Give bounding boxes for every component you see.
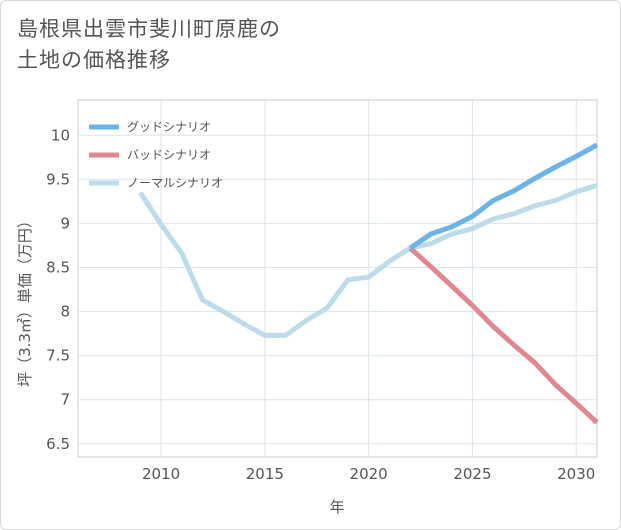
x-tick-label: 2015 bbox=[246, 465, 284, 483]
chart-title-line1: 島根県出雲市斐川町原鹿の bbox=[17, 17, 281, 41]
series-line-0 bbox=[408, 142, 599, 251]
chart-title-line2: 土地の価格推移 bbox=[17, 48, 171, 72]
x-tick-labels: 2010 2015 2020 2025 2030 bbox=[142, 465, 595, 483]
y-tick-label: 10 bbox=[51, 126, 70, 144]
series-lines bbox=[138, 142, 599, 425]
y-tick-label: 7.5 bbox=[46, 347, 70, 365]
y-tick-label: 8 bbox=[60, 303, 70, 321]
legend-label: バッドシナリオ bbox=[127, 148, 211, 162]
legend-label: グッドシナリオ bbox=[127, 120, 211, 134]
y-tick-label: 6.5 bbox=[46, 435, 70, 453]
x-tick-label: 2010 bbox=[142, 465, 180, 483]
x-tick-label: 2020 bbox=[350, 465, 388, 483]
chart-title: 島根県出雲市斐川町原鹿の 土地の価格推移 bbox=[17, 14, 281, 76]
y-axis-label: 坪（3.3㎡）単価（万円） bbox=[16, 213, 34, 387]
legend-label: ノーマルシナリオ bbox=[127, 176, 223, 190]
series-line-1 bbox=[408, 246, 599, 425]
x-tick-label: 2025 bbox=[453, 465, 491, 483]
y-tick-label: 8.5 bbox=[46, 258, 70, 276]
grid-lines bbox=[78, 100, 597, 457]
y-tick-labels: 6.5 7 7.5 8 8.5 9 9.5 10 bbox=[46, 126, 70, 453]
series-line-2 bbox=[138, 183, 598, 338]
x-tick-label: 2030 bbox=[557, 465, 595, 483]
plot-area bbox=[77, 99, 598, 458]
y-tick-label: 7 bbox=[60, 391, 70, 409]
y-tick-label: 9 bbox=[60, 214, 70, 232]
y-tick-label: 9.5 bbox=[46, 170, 70, 188]
x-axis-label: 年 bbox=[329, 498, 344, 516]
